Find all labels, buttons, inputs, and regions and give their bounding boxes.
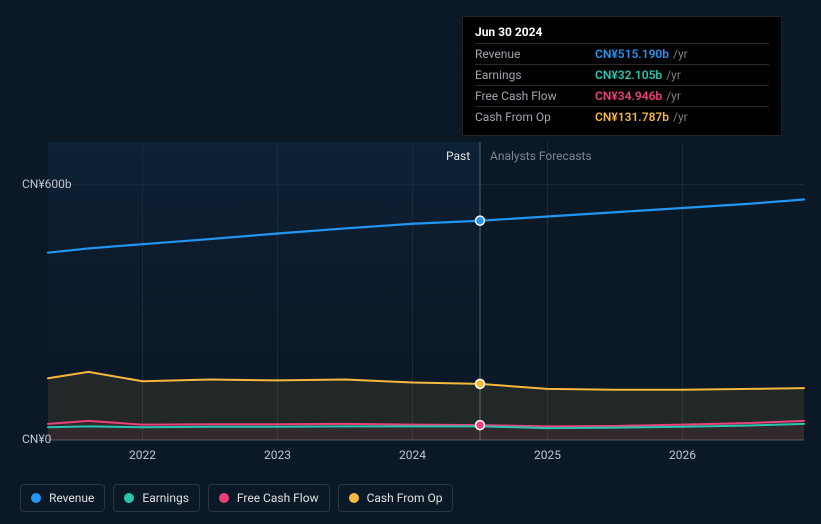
legend-item-earnings[interactable]: Earnings <box>113 484 200 512</box>
tooltip-date: Jun 30 2024 <box>475 25 769 39</box>
y-tick-label: CN¥600b <box>22 177 72 191</box>
tooltip-unit: /yr <box>673 47 688 61</box>
tooltip-metric-value: CN¥34.946b <box>595 89 662 103</box>
tooltip-metric-label: Earnings <box>475 68 595 82</box>
data-tooltip: Jun 30 2024 RevenueCN¥515.190b/yrEarning… <box>462 16 782 136</box>
tooltip-metric-label: Free Cash Flow <box>475 89 595 103</box>
x-tick-label: 2024 <box>399 448 426 462</box>
tooltip-metric-value: CN¥32.105b <box>595 68 662 82</box>
y-tick-label: CN¥0 <box>22 432 51 446</box>
tooltip-row: Cash From OpCN¥131.787b/yr <box>475 106 769 127</box>
tooltip-unit: /yr <box>673 110 688 124</box>
legend-item-revenue[interactable]: Revenue <box>20 484 105 512</box>
legend-label: Earnings <box>142 491 189 505</box>
tooltip-unit: /yr <box>666 68 681 82</box>
x-tick-label: 2023 <box>264 448 291 462</box>
legend-label: Revenue <box>49 491 94 505</box>
financial-forecast-chart: CN¥600b CN¥0 2022 2023 2024 2025 2026 Past An… <box>0 0 821 524</box>
legend-dot-icon <box>31 493 41 503</box>
past-section-label: Past <box>446 149 470 163</box>
tooltip-row: EarningsCN¥32.105b/yr <box>475 64 769 85</box>
chart-legend: Revenue Earnings Free Cash Flow Cash From O… <box>20 484 453 512</box>
tooltip-unit: /yr <box>666 89 681 103</box>
x-tick-label: 2025 <box>534 448 561 462</box>
tooltip-row: Free Cash FlowCN¥34.946b/yr <box>475 85 769 106</box>
x-tick-label: 2022 <box>129 448 156 462</box>
tooltip-metric-label: Cash From Op <box>475 110 595 124</box>
tooltip-metric-value: CN¥131.787b <box>595 110 669 124</box>
legend-item-cash-from-op[interactable]: Cash From Op <box>338 484 454 512</box>
tooltip-row: RevenueCN¥515.190b/yr <box>475 43 769 64</box>
forecast-section-label: Analysts Forecasts <box>490 149 592 163</box>
legend-item-free-cash-flow[interactable]: Free Cash Flow <box>208 484 330 512</box>
x-tick-label: 2026 <box>669 448 696 462</box>
legend-dot-icon <box>349 493 359 503</box>
legend-dot-icon <box>124 493 134 503</box>
tooltip-metric-label: Revenue <box>475 47 595 61</box>
legend-label: Cash From Op <box>367 491 443 505</box>
tooltip-metric-value: CN¥515.190b <box>595 47 669 61</box>
legend-dot-icon <box>219 493 229 503</box>
legend-label: Free Cash Flow <box>237 491 319 505</box>
